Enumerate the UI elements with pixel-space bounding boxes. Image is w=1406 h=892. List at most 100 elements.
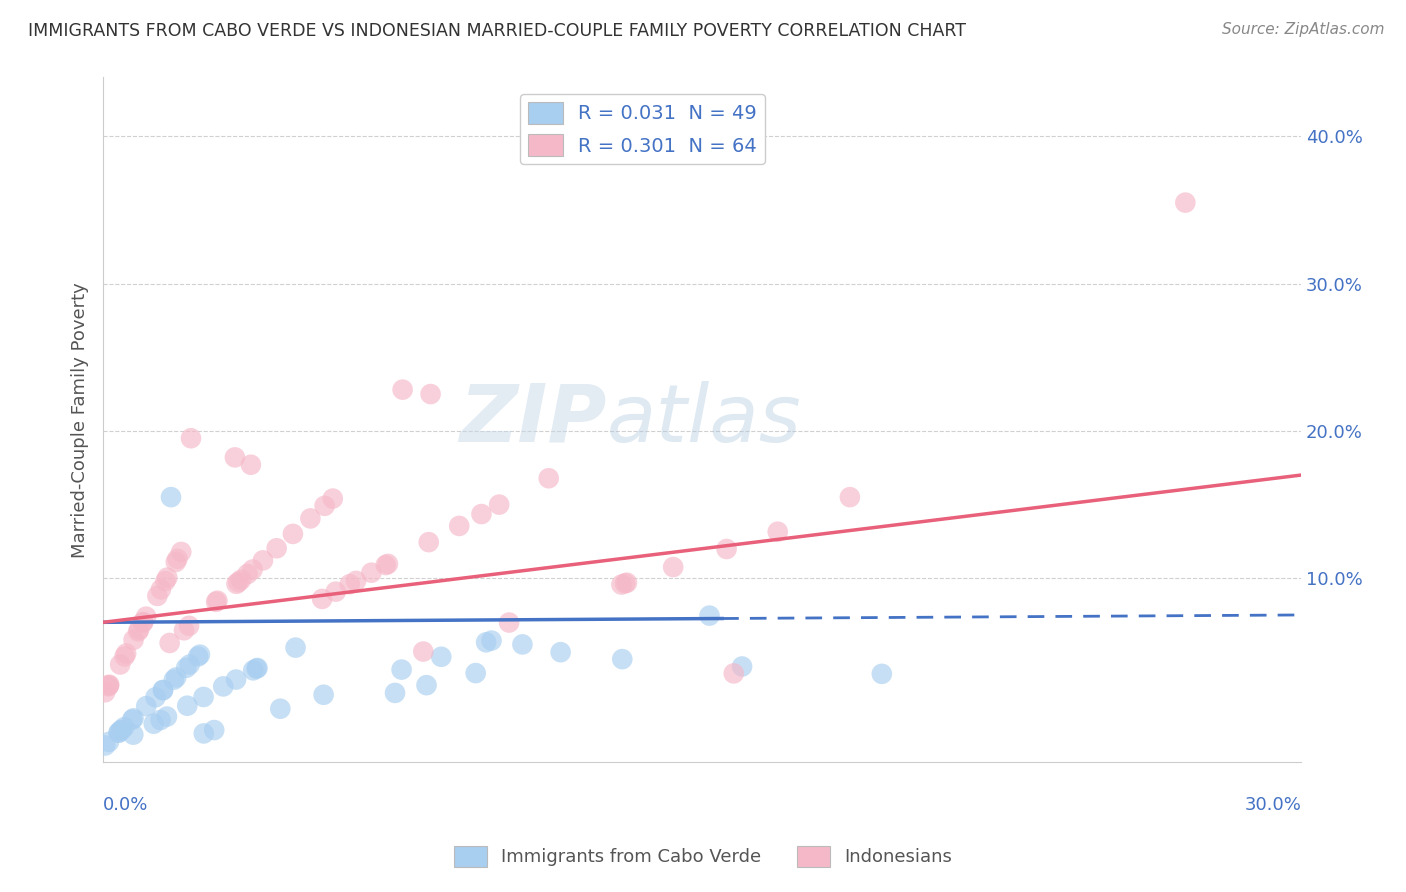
Point — [449, 519, 471, 533]
Point — [242, 663, 264, 677]
Point — [225, 673, 247, 687]
Point — [142, 716, 165, 731]
Point — [325, 584, 347, 599]
Point — [173, 624, 195, 638]
Point — [481, 633, 503, 648]
Point — [207, 593, 229, 607]
Point — [107, 725, 129, 739]
Point — [212, 680, 235, 694]
Point — [149, 582, 172, 597]
Point — [110, 723, 132, 737]
Point — [374, 558, 396, 572]
Point — [121, 713, 143, 727]
Point — [239, 458, 262, 472]
Point — [344, 574, 367, 588]
Point — [180, 431, 202, 445]
Point — [107, 725, 129, 739]
Point — [391, 663, 413, 677]
Point — [612, 652, 634, 666]
Text: 0.0%: 0.0% — [103, 797, 149, 814]
Point — [177, 619, 200, 633]
Point — [838, 490, 860, 504]
Point — [127, 624, 149, 639]
Point — [98, 678, 121, 692]
Point — [870, 666, 893, 681]
Point — [135, 699, 157, 714]
Point — [108, 657, 131, 672]
Point — [160, 490, 183, 504]
Point — [187, 649, 209, 664]
Point — [415, 678, 437, 692]
Point — [94, 739, 117, 753]
Point — [488, 498, 510, 512]
Point — [537, 471, 560, 485]
Point — [225, 577, 247, 591]
Point — [498, 615, 520, 630]
Point — [97, 679, 120, 693]
Point — [246, 661, 269, 675]
Point — [252, 553, 274, 567]
Point — [170, 545, 193, 559]
Point — [412, 644, 434, 658]
Point — [312, 688, 335, 702]
Text: atlas: atlas — [606, 381, 801, 458]
Point — [156, 571, 179, 585]
Point — [224, 450, 246, 465]
Point — [159, 636, 181, 650]
Point — [391, 383, 413, 397]
Point — [94, 685, 117, 699]
Point — [110, 723, 132, 737]
Point — [470, 507, 492, 521]
Point — [419, 387, 441, 401]
Point — [322, 491, 344, 506]
Point — [166, 551, 188, 566]
Point — [616, 575, 638, 590]
Point — [266, 541, 288, 556]
Point — [115, 647, 138, 661]
Point — [550, 645, 572, 659]
Point — [512, 637, 534, 651]
Point — [122, 728, 145, 742]
Point — [176, 698, 198, 713]
Point — [228, 575, 250, 590]
Point — [97, 735, 120, 749]
Y-axis label: Married-Couple Family Poverty: Married-Couple Family Poverty — [72, 282, 89, 558]
Point — [97, 678, 120, 692]
Point — [135, 609, 157, 624]
Point — [179, 657, 201, 672]
Point — [152, 682, 174, 697]
Point — [1174, 195, 1197, 210]
Point — [174, 661, 197, 675]
Point — [723, 666, 745, 681]
Point — [311, 591, 333, 606]
Point — [614, 576, 637, 591]
Point — [155, 574, 177, 588]
Point — [149, 713, 172, 727]
Point — [132, 615, 155, 630]
Point — [122, 711, 145, 725]
Point — [281, 527, 304, 541]
Legend: R = 0.031  N = 49, R = 0.301  N = 64: R = 0.031 N = 49, R = 0.301 N = 64 — [520, 94, 765, 164]
Point — [245, 661, 267, 675]
Point — [475, 635, 498, 649]
Point — [229, 573, 252, 587]
Point — [299, 511, 322, 525]
Text: 30.0%: 30.0% — [1244, 797, 1301, 814]
Point — [165, 670, 187, 684]
Point — [122, 632, 145, 647]
Point — [205, 595, 228, 609]
Point — [339, 577, 361, 591]
Point — [314, 499, 336, 513]
Point — [377, 557, 399, 571]
Point — [156, 709, 179, 723]
Point — [284, 640, 307, 655]
Point — [188, 648, 211, 662]
Point — [716, 541, 738, 556]
Point — [662, 560, 685, 574]
Text: ZIP: ZIP — [458, 381, 606, 458]
Point — [112, 720, 135, 734]
Legend: Immigrants from Cabo Verde, Indonesians: Immigrants from Cabo Verde, Indonesians — [447, 838, 959, 874]
Point — [699, 608, 721, 623]
Point — [384, 686, 406, 700]
Point — [202, 723, 225, 737]
